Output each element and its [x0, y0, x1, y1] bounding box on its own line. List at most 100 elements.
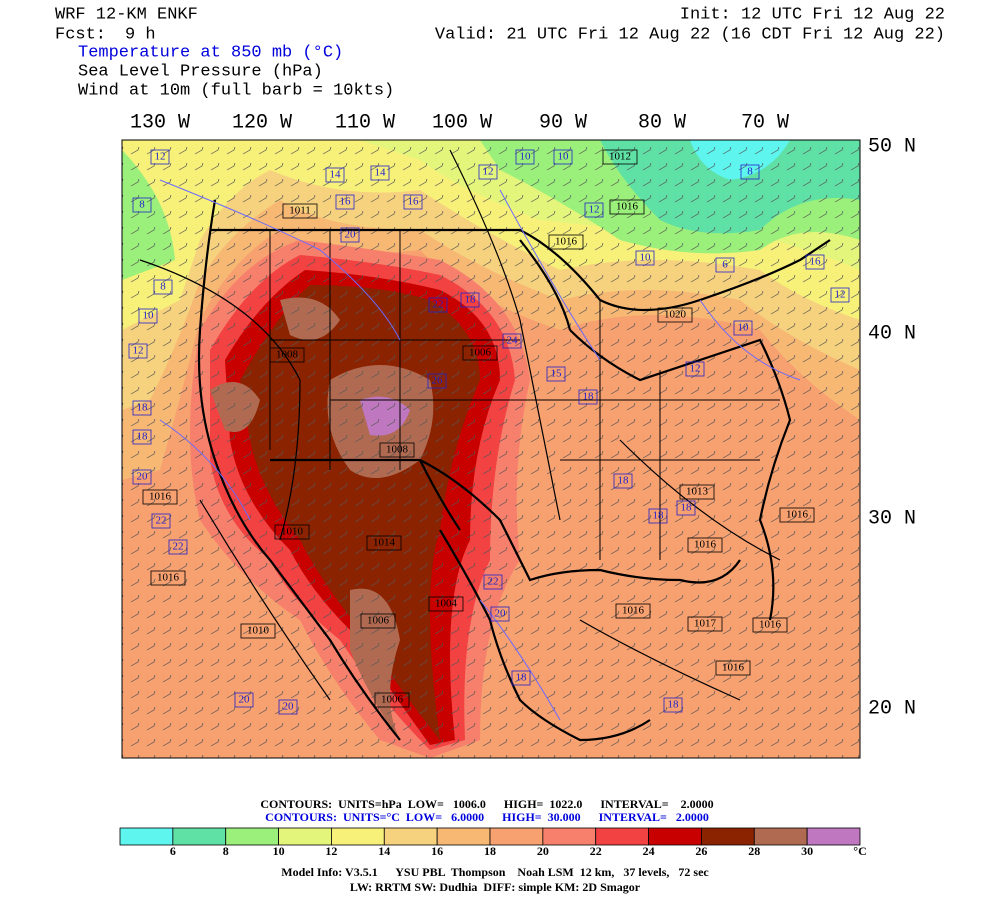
temperature-label-box [132, 429, 152, 445]
temperature-label: 24 [507, 335, 519, 347]
pressure-label: 1016 [722, 662, 745, 674]
wind-barbs [122, 140, 860, 758]
temperature-label-box [635, 250, 655, 266]
temperature-label: 15 [551, 368, 563, 380]
pressure-label: 1012 [609, 151, 631, 163]
pressure-label-box [602, 149, 638, 165]
temperature-label: 22 [156, 515, 167, 527]
latitude-label: 50 N [868, 135, 916, 158]
state-lines [269, 230, 780, 560]
temperature-label: 10 [143, 310, 155, 322]
temperature-label: 18 [465, 294, 477, 306]
pressure-label: 1016 [622, 605, 645, 617]
pressure-label: 1008 [276, 349, 299, 361]
temperature-label-box [128, 343, 148, 359]
colorbar-swatch [753, 827, 808, 846]
temperature-label: 16 [408, 196, 420, 208]
map-frame [121, 139, 861, 759]
temperature-label-box [511, 670, 531, 686]
colorbar-tick-label: 20 [537, 844, 549, 858]
pressure-label-box [687, 616, 723, 632]
temperature-label-box [325, 167, 345, 183]
temperature-label-box [132, 197, 152, 213]
longitude-label: 100 W [432, 111, 492, 134]
pressure-label-box [150, 570, 186, 586]
pressure-label-box [679, 484, 715, 500]
latitude-label: 20 N [868, 697, 916, 720]
temperature-label-box [613, 473, 633, 489]
temperature-label-box [335, 194, 355, 210]
pressure-label: 1006 [469, 347, 492, 359]
temperature-label-box [138, 308, 158, 324]
temperature-label: 12 [690, 363, 701, 375]
pressure-label-box [282, 203, 318, 219]
colorbar-tick-label: 10 [273, 844, 285, 858]
temperature-label-box [150, 149, 170, 165]
temperature-label: 18 [653, 510, 665, 522]
pressure-label: 1004 [435, 598, 458, 610]
temperature-label-box [685, 361, 705, 377]
temperature-label-box [805, 254, 825, 270]
temperature-label-box [153, 279, 173, 295]
longitude-label: 130 W [130, 111, 190, 134]
temperature-label: 16 [340, 196, 352, 208]
pressure-label: 1016 [616, 201, 639, 213]
colorbar-tick-label: 26 [695, 844, 707, 858]
temperature-label-box [502, 333, 522, 349]
temperature-label: 12 [133, 345, 144, 357]
temperature-label: 10 [738, 322, 750, 334]
temperature-label-box [478, 164, 498, 180]
field-temperature: Temperature at 850 mb (°C) [78, 43, 343, 62]
pressure-label: 1016 [694, 539, 717, 551]
valid-time: Valid: 21 UTC Fri 12 Aug 22 (16 CDT Fri … [435, 25, 945, 44]
temperature-label: 20 [239, 694, 251, 706]
temperature-label-box [715, 257, 735, 273]
temperature-label: 14 [330, 169, 342, 181]
pressure-label-box [752, 617, 788, 633]
temperature-label: 14 [375, 167, 387, 179]
pressure-label-box [274, 524, 310, 540]
pressure-label-box [657, 307, 693, 323]
pressure-label: 1016 [786, 509, 809, 521]
longitude-label: 70 W [741, 111, 789, 134]
temperature-label-box [490, 606, 510, 622]
temperature-label: 18 [618, 475, 630, 487]
temperature-label-box [553, 149, 573, 165]
temperature-label: 18 [516, 672, 528, 684]
pressure-label-box [379, 442, 415, 458]
colorbar-swatch [172, 827, 227, 846]
pressure-label-box [687, 537, 723, 553]
pressure-label-box [360, 613, 396, 629]
isobars [139, 149, 781, 701]
colorbar-swatch [701, 827, 755, 846]
temperature-label: 18 [137, 431, 149, 443]
temperature-label: 6 [722, 259, 728, 271]
temperature-label: 22 [433, 299, 444, 311]
temperature-label-box [546, 366, 566, 382]
temperature-label: 10 [520, 151, 532, 163]
pressure-label: 1010 [281, 526, 304, 538]
pressure-label: 1006 [381, 694, 404, 706]
forecast-hour: 9 h [125, 25, 156, 44]
temperature-label: 18 [668, 699, 680, 711]
model-name: WRF 12-KM ENKF [55, 5, 198, 24]
temperature-label-box [370, 165, 390, 181]
temperature-label-box [427, 373, 447, 389]
temperature-label: 26 [432, 375, 444, 387]
colorbar-swatch [225, 827, 279, 846]
temperature-label: 12 [155, 151, 166, 163]
temperature-label: 10 [558, 151, 570, 163]
longitude-label: 120 W [232, 111, 292, 134]
temperature-label: 20 [345, 229, 357, 241]
pressure-label-box [715, 660, 751, 676]
colorbar-swatch [331, 827, 385, 846]
temperature-label-box [340, 227, 360, 243]
temperature-label: 18 [583, 391, 595, 403]
temperature-label: 8 [160, 281, 166, 293]
pressure-label-box [374, 692, 410, 708]
temperature-label: 18 [137, 402, 149, 414]
pressure-label: 1006 [367, 615, 390, 627]
temperature-label: 16 [810, 256, 822, 268]
